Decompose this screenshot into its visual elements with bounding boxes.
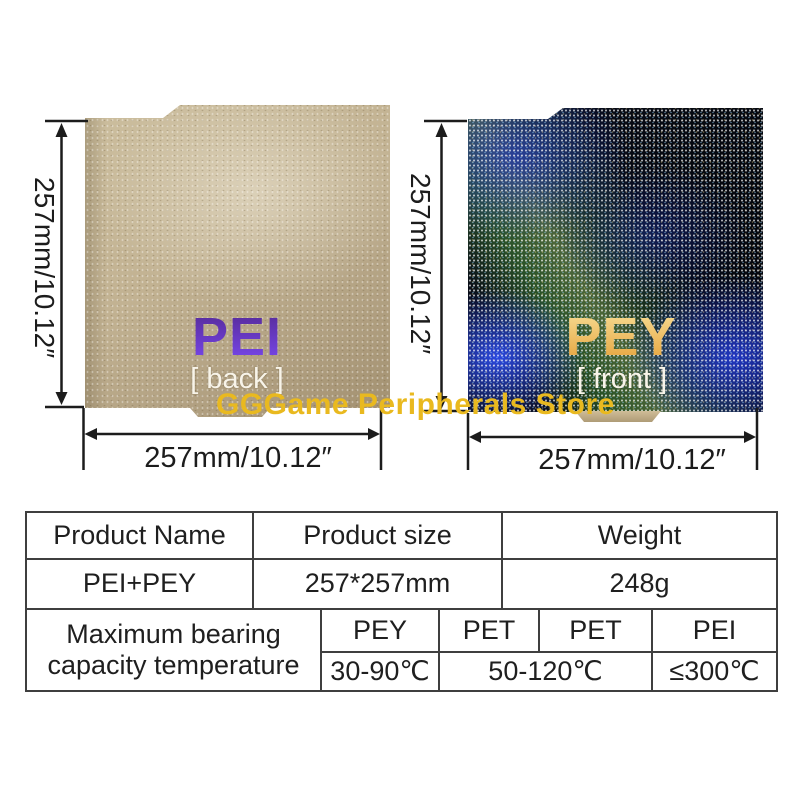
spec-temp-label: Maximum bearing capacity temperature — [25, 608, 322, 692]
pei-width-arrow — [82, 408, 383, 470]
spec-temp-row: 30-90℃ 50-120℃ ≤300℃ — [26, 651, 779, 692]
pey-plate-handle-tab — [575, 411, 661, 422]
spec-material-row: Maximum bearing capacity temperature PEY… — [25, 608, 779, 692]
spec-table: Product Name Product size Weight PEI+PEY… — [25, 511, 779, 692]
pey-side-label: [ front ] — [576, 363, 668, 395]
pei-side-label: [ back ] — [190, 363, 284, 395]
spec-material-pet-1: PET — [437, 608, 541, 653]
pei-height-dimension-label: 257mm/10.12″ — [29, 177, 60, 359]
pey-label: PEY — [521, 310, 721, 364]
spec-header-weight: Weight — [501, 511, 779, 560]
spec-temp-pet: 50-120℃ — [437, 651, 654, 692]
pey-plate-photo — [468, 108, 763, 412]
spec-value-product-size: 257*257mm — [251, 558, 504, 610]
spec-temp-pey: 30-90℃ — [320, 651, 440, 692]
spec-value-row: PEI+PEY 257*257mm 248g — [25, 558, 779, 610]
spec-header-product-name: Product Name — [25, 511, 254, 560]
spec-value-product-name: PEI+PEY — [25, 558, 254, 610]
spec-temp-pei: ≤300℃ — [651, 651, 779, 692]
pey-height-arrow — [424, 119, 467, 413]
spec-header-product-size: Product size — [251, 511, 504, 560]
pei-height-arrow — [45, 119, 88, 409]
pei-width-dimension-label: 257mm/10.12″ — [144, 442, 332, 474]
spec-material-pey: PEY — [320, 608, 440, 653]
pey-width-dimension-label: 257mm/10.12″ — [538, 444, 726, 476]
spec-header-row: Product Name Product size Weight — [25, 511, 779, 560]
spec-material-pei: PEI — [651, 608, 779, 653]
pey-height-dimension-label: 257mm/10.12″ — [405, 173, 436, 355]
pei-label: PEI — [137, 310, 337, 364]
spec-value-weight: 248g — [501, 558, 779, 610]
pei-plate-photo — [85, 105, 390, 417]
spec-material-pet-2: PET — [538, 608, 654, 653]
store-watermark: GGGame Peripherals Store — [216, 388, 615, 421]
pey-width-arrow — [466, 408, 759, 470]
